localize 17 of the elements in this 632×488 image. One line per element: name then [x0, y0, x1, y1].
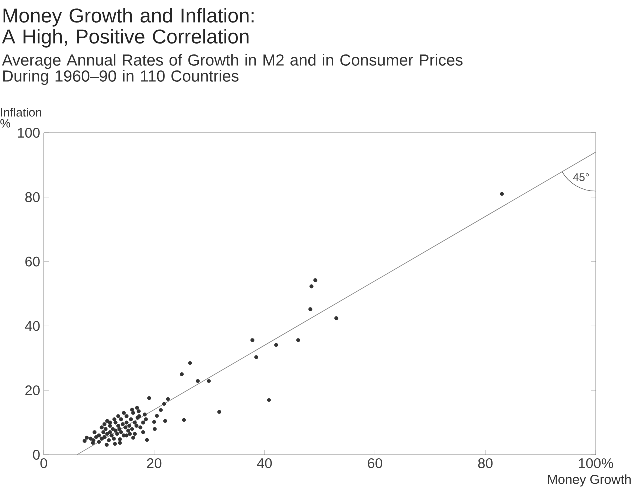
- y-tick-label: 20: [26, 386, 40, 396]
- x-tick-label: 100%: [579, 458, 614, 468]
- y-tick-label: 0: [33, 450, 40, 460]
- x-tick-label: 40: [257, 458, 272, 468]
- x-axis-title: Money Growth: [548, 474, 631, 487]
- y-tick-label: 40: [25, 321, 40, 332]
- x-tick-label: 20: [147, 458, 162, 468]
- x-tick-label: 80: [478, 458, 493, 468]
- x-tick-label: 60: [368, 458, 382, 468]
- annotation: 45°: [573, 174, 590, 182]
- chart-subtitle: Average Annual Rates of Growth in M2 and in Consumer Prices During 1960–90 in 110 Countries: [2, 54, 463, 86]
- x-tick-label: 0: [40, 458, 48, 468]
- chart-title: Money Growth and Inflation: A High, Positive Correlation: [2, 8, 254, 48]
- y-tick-label: 100: [18, 128, 40, 138]
- y-axis-title: Inflation %: [0, 108, 42, 128]
- y-tick-label: 80: [26, 192, 40, 202]
- y-tick-label: 60: [26, 256, 40, 267]
